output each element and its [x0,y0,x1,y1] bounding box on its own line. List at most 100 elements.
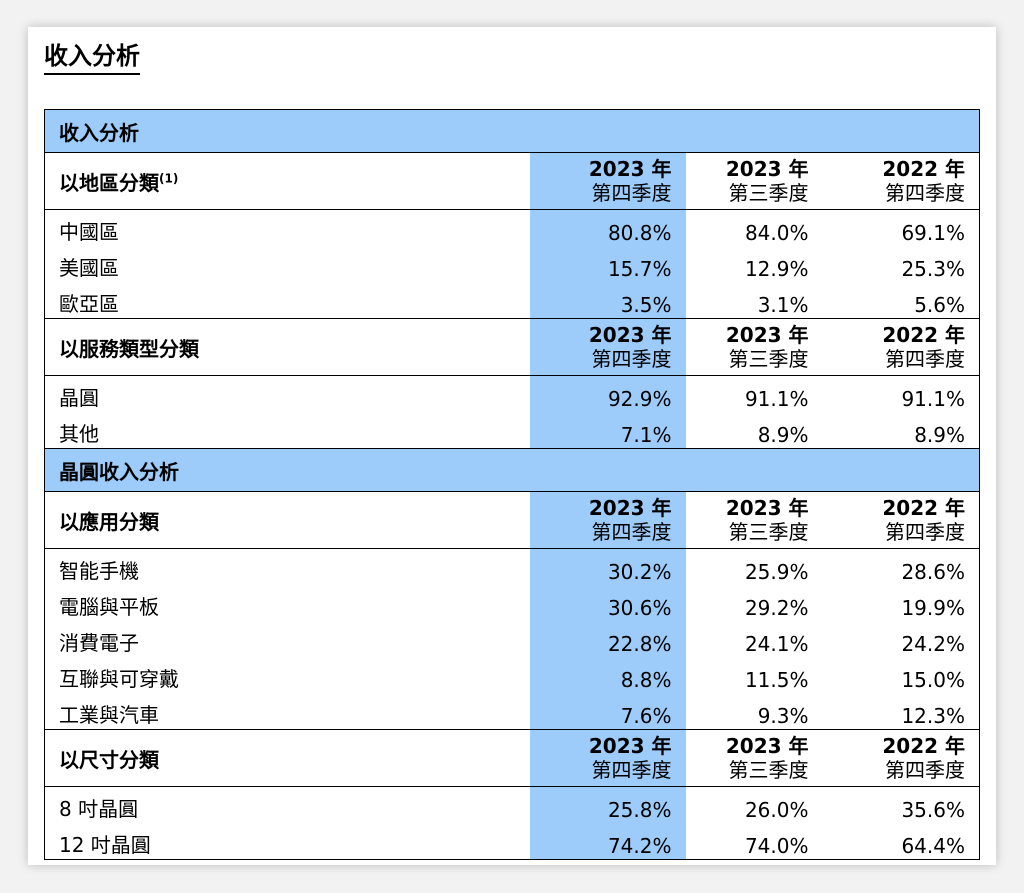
column-header-year: 2023 年 [725,734,809,758]
row-value: 64.4% [901,834,965,858]
row-value: 11.5% [744,668,809,692]
row-label: 電腦與平板 [59,595,159,619]
page-title: 收入分析 [44,41,140,75]
table-title-row: 收入分析 [44,109,980,153]
column-header-year: 2023 年 [588,734,672,758]
row-label: 晶圓 [59,386,99,410]
column-header-quarter: 第四季度 [885,181,965,205]
row-value: 15.7% [529,246,686,282]
column-header-3: 2022 年第四季度 [822,491,980,549]
column-header-year: 2023 年 [725,496,809,520]
column-header-year: 2023 年 [588,157,672,181]
row-label: 8 吋晶圓 [59,797,139,821]
column-header-1: 2023 年第四季度 [529,729,686,787]
column-header-quarter: 第四季度 [885,758,965,782]
size-header-row: 以尺寸分類 2023 年第四季度 2023 年第三季度 2022 年第四季度 [44,729,980,787]
row-value: 25.8% [529,786,686,823]
table-row: 電腦與平板 30.6% 29.2% 19.9% [45,585,980,621]
row-value: 30.2% [529,548,686,585]
column-header-quarter: 第三季度 [728,520,809,544]
table-row: 工業與汽車 7.6% 9.3% 12.3% [45,693,980,730]
application-group-label: 以應用分類 [44,491,530,549]
row-value: 7.6% [529,693,686,730]
column-header-quarter: 第四季度 [591,758,672,782]
table-row: 歐亞區 3.5% 3.1% 5.6% [45,282,980,319]
row-label: 互聯與可穿戴 [59,667,179,691]
document-page: 收入分析 收入分析 以地區分類(1) 2023 年第四季度 2023 年第三季度 20… [28,27,996,865]
row-value: 35.6% [901,798,965,822]
row-label: 工業與汽車 [59,703,159,727]
row-value: 12.9% [744,257,809,281]
application-header-row: 以應用分類 2023 年第四季度 2023 年第三季度 2022 年第四季度 [44,491,980,549]
wafer-section-title: 晶圓收入分析 [44,448,980,492]
column-header-year: 2023 年 [725,323,809,347]
row-label: 智能手機 [59,559,139,583]
column-header-3: 2022 年第四季度 [822,152,980,210]
row-value: 92.9% [529,375,686,412]
column-header-quarter: 第四季度 [591,347,672,371]
column-header-3: 2022 年第四季度 [822,729,980,787]
column-header-year: 2022 年 [882,323,965,347]
column-header-1: 2023 年第四季度 [529,318,686,376]
application-group-label-text: 以應用分類 [59,509,159,534]
column-header-1: 2023 年第四季度 [529,152,686,210]
column-header-quarter: 第三季度 [728,347,809,371]
table-row: 晶圓 92.9% 91.1% 91.1% [45,375,980,412]
column-header-3: 2022 年第四季度 [822,318,980,376]
size-group-label: 以尺寸分類 [44,729,530,787]
row-value: 80.8% [529,209,686,246]
service-group-label-text: 以服務類型分類 [59,336,199,361]
row-value: 24.2% [901,632,965,656]
row-value: 12.3% [901,704,965,728]
column-header-quarter: 第四季度 [885,520,965,544]
column-header-1: 2023 年第四季度 [529,491,686,549]
row-label: 歐亞區 [59,292,119,316]
region-header-row: 以地區分類(1) 2023 年第四季度 2023 年第三季度 2022 年第四季度 [44,152,980,210]
service-header-row: 以服務類型分類 2023 年第四季度 2023 年第三季度 2022 年第四季度 [44,318,980,376]
row-label: 中國區 [59,220,119,244]
row-value: 3.5% [529,282,686,319]
row-value: 28.6% [901,560,965,584]
column-header-2: 2023 年第三季度 [685,491,823,549]
table-row: 智能手機 30.2% 25.9% 28.6% [45,548,980,585]
row-value: 8.9% [914,423,965,447]
table-row: 消費電子 22.8% 24.1% 24.2% [45,621,980,657]
column-header-2: 2023 年第三季度 [685,152,823,210]
column-header-quarter: 第三季度 [728,758,809,782]
revenue-analysis-table: 收入分析 以地區分類(1) 2023 年第四季度 2023 年第三季度 2022 年第… [44,109,980,860]
table-row: 中國區 80.8% 84.0% 69.1% [45,209,980,246]
table-row: 12 吋晶圓 74.2% 74.0% 64.4% [45,823,980,860]
row-value: 9.3% [757,704,809,728]
row-value: 3.1% [757,293,809,317]
table-row: 美國區 15.7% 12.9% 25.3% [45,246,980,282]
row-value: 15.0% [901,668,965,692]
row-value: 91.1% [744,387,809,411]
footnote-marker: (1) [159,170,179,185]
row-value: 22.8% [529,621,686,657]
row-value: 19.9% [901,596,965,620]
row-value: 5.6% [914,293,965,317]
row-value: 8.8% [529,657,686,693]
column-header-2: 2023 年第三季度 [685,318,823,376]
row-label: 消費電子 [59,631,139,655]
row-label: 12 吋晶圓 [59,833,151,857]
row-value: 69.1% [901,221,965,245]
column-header-year: 2022 年 [882,496,965,520]
column-header-quarter: 第四季度 [591,181,672,205]
row-label: 美國區 [59,256,119,280]
region-group-label: 以地區分類(1) [44,152,530,210]
row-value: 7.1% [529,412,686,449]
column-header-quarter: 第四季度 [591,520,672,544]
column-header-year: 2023 年 [725,157,809,181]
row-value: 91.1% [901,387,965,411]
table-title: 收入分析 [44,109,980,153]
column-header-quarter: 第三季度 [728,181,809,205]
region-group-label-text: 以地區分類 [59,170,159,195]
table-row: 其他 7.1% 8.9% 8.9% [45,412,980,449]
column-header-year: 2023 年 [588,323,672,347]
wafer-section-row: 晶圓收入分析 [44,448,980,492]
row-value: 84.0% [744,221,809,245]
column-header-year: 2022 年 [882,157,965,181]
column-header-year: 2022 年 [882,734,965,758]
row-value: 8.9% [757,423,809,447]
